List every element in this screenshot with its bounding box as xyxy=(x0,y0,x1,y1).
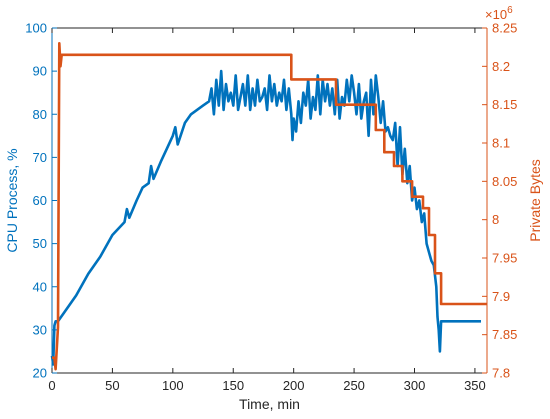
right-y-tick-label: 8.05 xyxy=(492,174,517,189)
left-y-tick-label: 60 xyxy=(33,193,47,208)
x-tick-label: 150 xyxy=(222,378,244,393)
right-axis-exponent-base: ×10 xyxy=(485,7,507,22)
x-tick-label: 250 xyxy=(343,378,365,393)
right-y-tick-label: 8.2 xyxy=(492,59,510,74)
left-y-tick-label: 20 xyxy=(33,366,47,381)
series-layer xyxy=(50,41,487,371)
right-y-tick-label: 7.8 xyxy=(492,366,510,381)
x-tick-label: 300 xyxy=(404,378,426,393)
right-axis-exponent: ×106 xyxy=(485,5,513,22)
left-y-tick-label: 30 xyxy=(33,322,47,337)
left-y-tick-label: 80 xyxy=(33,107,47,122)
left-y-tick-label: 50 xyxy=(33,236,47,251)
x-tick-label: 100 xyxy=(162,378,184,393)
right-y-tick-label: 7.95 xyxy=(492,251,517,266)
left-y-tick-label: 90 xyxy=(33,64,47,79)
right-y-tick-label: 8.25 xyxy=(492,21,517,36)
x-tick-label: 200 xyxy=(283,378,305,393)
left-y-tick-label: 40 xyxy=(33,279,47,294)
right-y-axis-title: Private Bytes xyxy=(527,159,543,241)
right-axis-exponent-power: 6 xyxy=(507,5,513,16)
left-y-tick-label: 100 xyxy=(25,21,47,36)
private-bytes-line xyxy=(52,41,487,371)
ticks-layer: 0 50 100 150 200 250 300 350 20 30 40 50 60 70 80 90 100… xyxy=(25,21,517,394)
right-y-tick-label: 7.85 xyxy=(492,327,517,342)
x-tick-label: 350 xyxy=(464,378,486,393)
left-y-tick-label: 70 xyxy=(33,150,47,165)
right-y-tick-label: 8 xyxy=(492,212,499,227)
x-tick-label: 50 xyxy=(105,378,119,393)
right-y-tick-label: 8.1 xyxy=(492,136,510,151)
right-y-tick-label: 7.9 xyxy=(492,289,510,304)
x-tick-label: 0 xyxy=(48,378,55,393)
right-y-tick-label: 8.15 xyxy=(492,97,517,112)
cpu-process-line xyxy=(50,69,481,366)
x-axis-title: Time, min xyxy=(239,396,300,412)
left-y-axis-title: CPU Process, % xyxy=(4,148,20,252)
